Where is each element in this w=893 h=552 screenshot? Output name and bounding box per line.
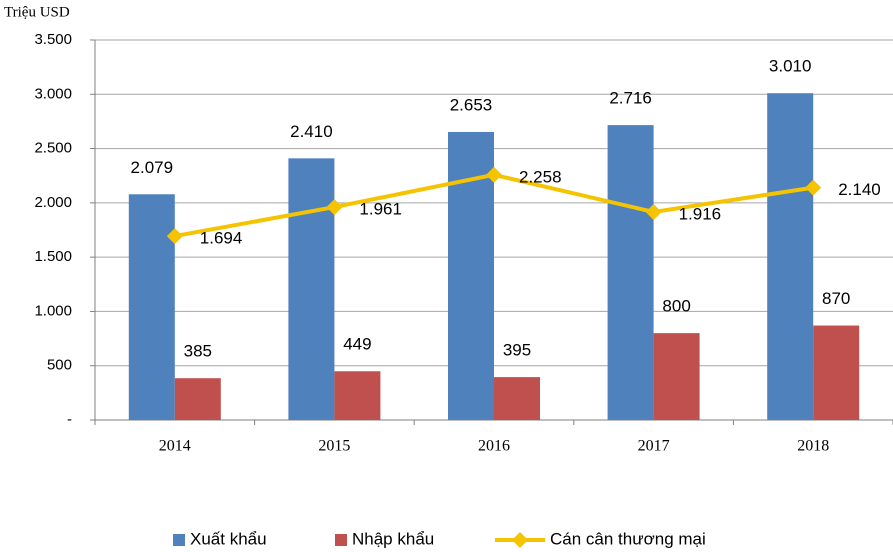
bar [288,158,335,421]
line-marker [166,228,183,245]
data-label: 870 [822,289,850,308]
data-label: 2.258 [519,167,562,186]
y-tick-label: 500 [47,357,72,374]
bar [813,325,860,420]
bar [767,93,814,420]
data-label: 395 [503,341,531,360]
bar [607,125,654,421]
y-tick-label: 3.000 [34,85,72,102]
data-label: 2.410 [290,122,333,141]
data-label: 1.694 [200,229,243,248]
x-tick-label: 2015 [318,438,350,455]
legend-label: Cán cân thương mại [550,529,706,548]
data-label: 449 [343,335,371,354]
line-marker [486,166,502,183]
bar [653,333,700,420]
data-label: 385 [184,342,212,361]
legend-label: Nhập khẩu [352,529,434,548]
data-label: 3.010 [769,57,812,76]
data-label: 2.653 [450,95,493,114]
bar [334,371,381,420]
data-label: 2.140 [838,180,881,199]
bar [128,194,175,420]
bar [494,377,540,420]
legend-label: Xuất khẩu [190,529,267,548]
bar [174,378,221,420]
legend-swatch [173,534,185,546]
x-tick-label: 2016 [478,438,510,455]
data-label: 1.961 [359,200,402,219]
data-label: 2.716 [609,89,652,108]
y-tick-label: 1.000 [34,302,72,319]
data-label: 800 [662,297,690,316]
y-tick-label: 1.500 [34,248,72,265]
y-tick-label: 2.500 [34,140,72,157]
x-tick-label: 2014 [159,438,191,455]
x-tick-label: 2018 [797,438,829,455]
line-marker [326,199,343,216]
data-label: 1.916 [679,204,722,223]
y-tick-label: 2.000 [34,194,72,211]
x-tick-label: 2017 [638,438,670,455]
y-tick-label: - [67,411,72,428]
line-marker [645,203,662,220]
data-label: 2.079 [131,158,174,177]
y-axis-label: Triệu USD [4,4,70,20]
legend-swatch [335,534,347,546]
line-marker [805,179,822,196]
legend-swatch [512,532,528,548]
y-tick-label: 3.500 [34,31,72,48]
